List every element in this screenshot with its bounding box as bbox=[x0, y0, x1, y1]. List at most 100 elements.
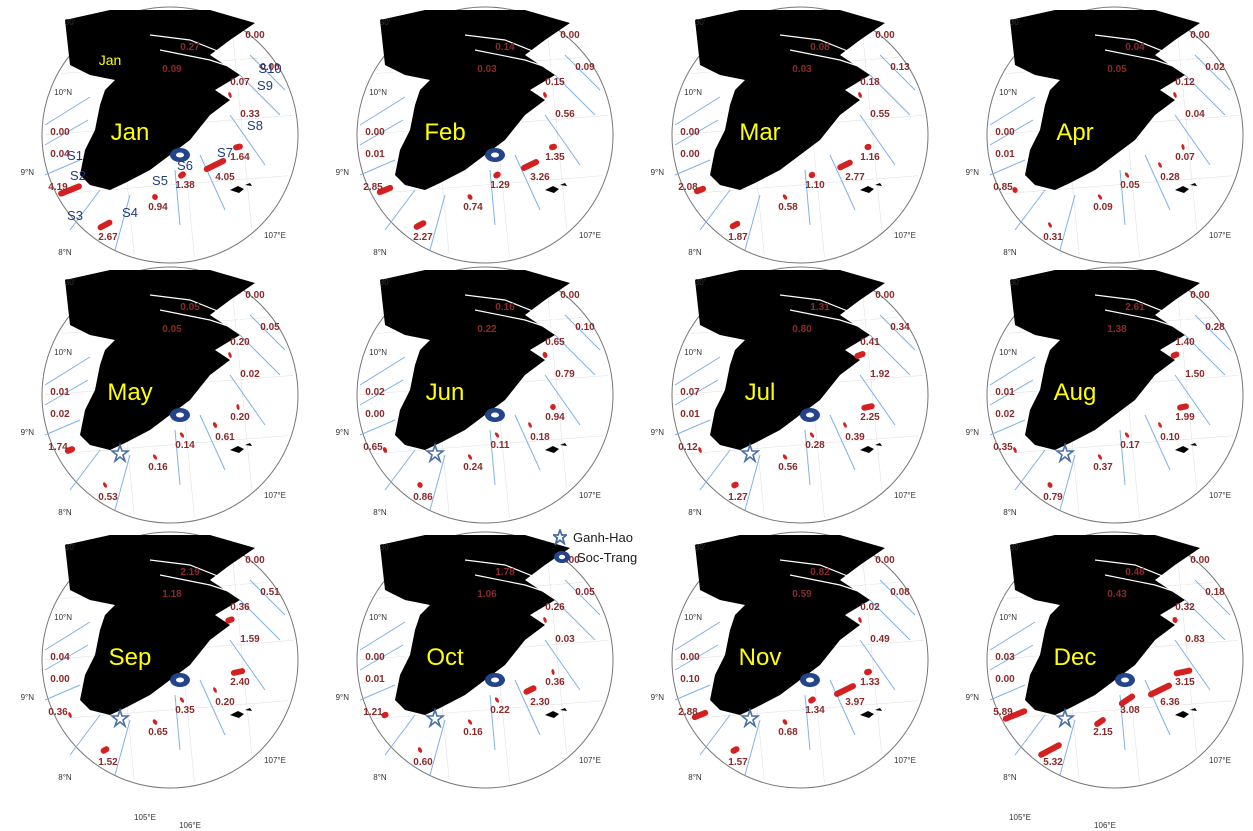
value-label: 0.32 bbox=[1175, 602, 1195, 613]
transect-line bbox=[514, 679, 541, 736]
soc-trang-marker-center bbox=[176, 412, 184, 418]
transect-line bbox=[744, 194, 761, 251]
lon-tick-107: 107°E bbox=[1209, 491, 1231, 500]
rate-bar bbox=[698, 447, 702, 453]
meridian-line bbox=[1174, 270, 1201, 520]
station-label-s2: S2 bbox=[70, 168, 86, 183]
lon-tick-107: 107°E bbox=[1209, 756, 1231, 765]
river-branch bbox=[779, 34, 886, 76]
lon-tick-107: 107°E bbox=[894, 231, 916, 240]
legend-item-soc-trang: Soc-Trang bbox=[553, 548, 637, 566]
value-label: 0.80 bbox=[792, 324, 812, 335]
ganh-hao-marker bbox=[424, 442, 446, 464]
value-label: 2.77 bbox=[845, 172, 865, 183]
meridian-line bbox=[544, 10, 571, 260]
transect-line bbox=[44, 379, 89, 406]
minute-tick: 30' bbox=[380, 543, 391, 552]
rate-bar bbox=[1173, 667, 1193, 677]
rate-bar bbox=[382, 447, 388, 453]
rate-bar bbox=[152, 719, 158, 725]
rate-bar bbox=[1158, 422, 1162, 428]
parallel-line bbox=[45, 699, 295, 721]
value-label: 1.33 bbox=[860, 677, 880, 688]
value-label: 0.05 bbox=[180, 302, 200, 313]
rate-bar bbox=[1097, 454, 1103, 460]
transect-line bbox=[239, 74, 281, 116]
soc-trang-marker-center bbox=[806, 412, 814, 418]
minute-tick: 30' bbox=[65, 278, 76, 287]
transect-line bbox=[1174, 639, 1211, 691]
transect-line bbox=[359, 119, 404, 146]
river-branch bbox=[1094, 294, 1201, 336]
value-label: 0.22 bbox=[490, 705, 510, 716]
rate-bar bbox=[230, 668, 246, 676]
transect-line bbox=[879, 314, 916, 351]
transect-line bbox=[229, 374, 266, 426]
land-mass bbox=[1010, 10, 1200, 190]
rate-bar bbox=[1097, 194, 1103, 200]
value-label: 0.00 bbox=[680, 652, 700, 663]
month-label: Jun bbox=[426, 379, 465, 406]
rate-bar bbox=[376, 184, 394, 196]
value-label: 0.09 bbox=[1093, 202, 1113, 213]
lon-tick-bottom: 106°E bbox=[179, 821, 201, 830]
value-label: 0.35 bbox=[175, 705, 195, 716]
value-label: 5.32 bbox=[1043, 757, 1063, 768]
rate-bar bbox=[731, 481, 739, 489]
value-label: 0.59 bbox=[792, 589, 812, 600]
value-label: 2.25 bbox=[860, 412, 880, 423]
rate-bar bbox=[864, 143, 872, 151]
lat-tick-8: 8°N bbox=[373, 248, 387, 257]
month-panel-mar: 0.08 0.03 0.00 0.13 0.18 0.55 1.16 2.77 1.10 0.58… bbox=[651, 6, 929, 264]
lon-tick-107: 107°E bbox=[264, 231, 286, 240]
value-label: 0.16 bbox=[495, 302, 515, 313]
transect-line bbox=[44, 684, 81, 701]
station-label-s4: S4 bbox=[122, 205, 138, 220]
lon-tick-bottom: 105°E bbox=[134, 813, 156, 822]
value-label: 0.00 bbox=[1190, 30, 1210, 41]
meridian-line bbox=[229, 270, 256, 520]
value-label: 0.94 bbox=[545, 412, 565, 423]
station-label-s9: S9 bbox=[257, 78, 273, 93]
transect-line bbox=[989, 356, 1036, 386]
value-label: 0.20 bbox=[230, 337, 250, 348]
river-branch bbox=[149, 294, 256, 336]
rate-bar bbox=[808, 696, 816, 704]
transect-line bbox=[489, 169, 496, 226]
transect-line bbox=[869, 599, 911, 641]
transect-line bbox=[1014, 714, 1046, 756]
rate-bar bbox=[854, 351, 866, 359]
ganh-hao-marker bbox=[739, 707, 761, 729]
value-label: 0.02 bbox=[995, 409, 1015, 420]
rate-bar bbox=[782, 719, 788, 725]
transect-line bbox=[44, 419, 81, 436]
transect-line bbox=[429, 194, 446, 251]
value-label: 1.29 bbox=[490, 180, 510, 191]
station-label-s10: S10 bbox=[258, 61, 281, 76]
rate-bar bbox=[203, 157, 227, 173]
value-label: 0.18 bbox=[1205, 587, 1225, 598]
rate-bar bbox=[103, 482, 107, 488]
transect-line bbox=[879, 579, 916, 616]
value-label: 0.00 bbox=[50, 127, 70, 138]
meridian-line bbox=[544, 535, 571, 785]
river-branch bbox=[464, 34, 571, 76]
meridian-line bbox=[229, 10, 256, 260]
transect-line bbox=[44, 356, 91, 386]
transect-line bbox=[829, 679, 856, 736]
rate-bar bbox=[809, 432, 815, 438]
value-label: 0.00 bbox=[995, 674, 1015, 685]
island bbox=[230, 443, 252, 453]
minute-tick: 30' bbox=[695, 543, 706, 552]
rate-bar bbox=[212, 422, 218, 428]
value-label: 0.07 bbox=[1175, 152, 1195, 163]
transect-line bbox=[804, 694, 811, 751]
value-label: 0.05 bbox=[162, 324, 182, 335]
parallel-line bbox=[360, 174, 610, 196]
value-label: 0.79 bbox=[555, 369, 575, 380]
transect-line bbox=[359, 644, 404, 671]
land-mass bbox=[65, 10, 255, 190]
lat-tick-8: 8°N bbox=[58, 773, 72, 782]
station-label-s6: S6 bbox=[177, 158, 193, 173]
